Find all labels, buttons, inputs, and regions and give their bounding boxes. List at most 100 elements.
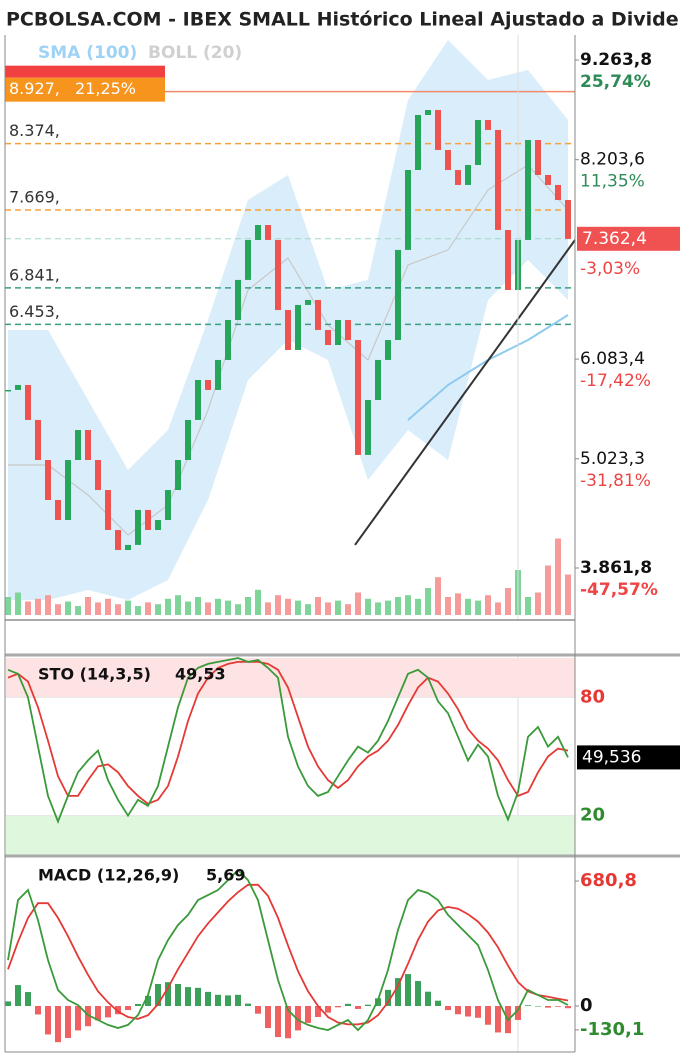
volume-bar [145, 602, 151, 615]
candle [205, 379, 211, 390]
candle [385, 340, 391, 360]
macd-histogram-bar [335, 1006, 341, 1008]
volume-bar [115, 604, 121, 615]
macd-histogram-bar [315, 1006, 321, 1018]
candle [495, 129, 501, 230]
macd-histogram-bar [565, 1006, 571, 1009]
macd-histogram-bar [205, 991, 211, 1007]
macd-histogram-bar [365, 1004, 371, 1007]
volume-bar [425, 588, 431, 615]
candle [335, 319, 341, 346]
current-price-pct: -3,03% [580, 259, 640, 279]
macd-histogram-bar [355, 1006, 361, 1009]
candle [245, 239, 251, 280]
macd-histogram-bar [265, 1006, 271, 1029]
candle [135, 509, 141, 545]
candle [305, 299, 311, 305]
candle [465, 165, 471, 185]
y-tick-label: 80 [580, 686, 605, 707]
volume-bar [405, 595, 411, 615]
macd-histogram-bar [305, 1006, 311, 1023]
candle [175, 460, 181, 491]
macd-histogram-bar [555, 1006, 561, 1007]
candle [545, 174, 551, 185]
level-box-top [5, 65, 165, 78]
candle [295, 304, 301, 350]
level-label: 7.669, [9, 187, 60, 206]
candle [55, 499, 61, 521]
sto-value: 49,53 [175, 665, 226, 684]
y-tick-pct: 25,74% [580, 72, 651, 92]
macd-histogram-bar [545, 1006, 551, 1008]
macd-histogram-bar [25, 992, 31, 1007]
level-pct: 21,25% [75, 79, 136, 98]
volume-bar [55, 604, 61, 615]
macd-histogram-bar [35, 1006, 41, 1015]
candle [485, 119, 491, 130]
candle [405, 170, 411, 250]
y-tick-pct: -31,81% [580, 471, 651, 491]
volume-bar [65, 601, 71, 615]
macd-histogram-bar [85, 1006, 91, 1027]
macd-histogram-bar [445, 1006, 451, 1011]
macd-histogram-bar [5, 1001, 11, 1007]
macd-histogram-bar [435, 1000, 441, 1007]
candle [45, 460, 51, 500]
volume-bar [355, 592, 361, 615]
candle [265, 225, 271, 240]
macd-histogram-bar [145, 995, 151, 1007]
y-tick-label: 8.203,6 [580, 150, 645, 170]
level-label: 8.927, [9, 79, 60, 98]
date-strip [5, 620, 575, 655]
volume-bar [75, 606, 81, 615]
volume-bar [395, 597, 401, 615]
volume-bar [505, 588, 511, 615]
candle [555, 184, 561, 201]
macd-histogram-bar [95, 1006, 101, 1021]
macd-histogram-bar [525, 1005, 531, 1007]
volume-bar [205, 602, 211, 615]
candle [15, 384, 21, 390]
sto-zone [6, 658, 575, 698]
candle [355, 340, 361, 455]
legend-sma: SMA (100) [38, 43, 137, 63]
y-tick-pct: 11,35% [580, 172, 645, 192]
macd-histogram-bar [65, 1006, 71, 1038]
volume-bar [185, 601, 191, 615]
macd-histogram-bar [405, 974, 411, 1007]
candle [415, 114, 421, 171]
volume-bar [235, 604, 241, 615]
current-price-box [577, 226, 680, 251]
y-tick-label: 0 [580, 995, 593, 1016]
level-label: 6.841, [9, 265, 60, 284]
volume-bar [265, 602, 271, 615]
candle [565, 200, 571, 239]
level-box [5, 77, 165, 102]
macd-histogram-bar [515, 1006, 521, 1020]
volume-bar [485, 595, 491, 615]
macd-histogram-bar [485, 1006, 491, 1025]
candle [345, 319, 351, 341]
macd-histogram-bar [285, 1006, 291, 1039]
macd-histogram-bar [245, 1003, 251, 1007]
volume-bar [85, 597, 91, 615]
macd-histogram-bar [455, 1006, 461, 1015]
candle [445, 149, 451, 171]
y-tick-pct: -17,42% [580, 371, 651, 391]
y-tick-label: 5.023,3 [580, 449, 645, 469]
macd-histogram-bar [295, 1006, 301, 1031]
candle [85, 430, 91, 461]
candle [95, 460, 101, 491]
volume-bar [285, 598, 291, 615]
volume-bar [165, 598, 171, 615]
sto-zone [6, 815, 575, 855]
volume-bar [525, 597, 531, 615]
macd-histogram-bar [385, 989, 391, 1007]
volume-bar [345, 604, 351, 615]
y-tick-label: -130,1 [580, 1019, 644, 1040]
candle [275, 239, 281, 311]
macd-line [7, 868, 569, 1032]
macd-histogram-bar [105, 1006, 111, 1018]
